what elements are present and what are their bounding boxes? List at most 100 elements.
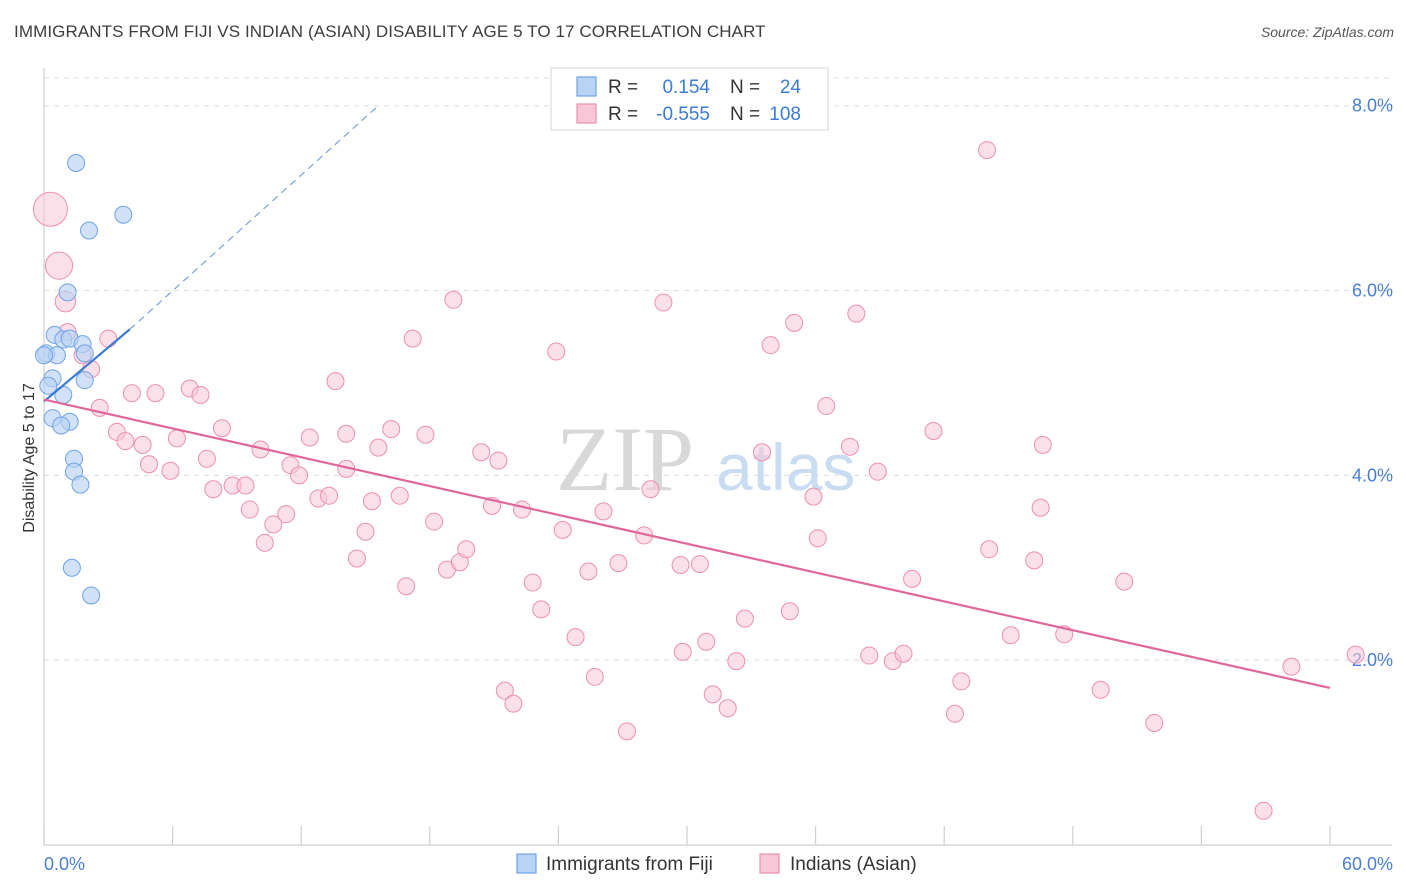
legend-n-value-indian: 108: [769, 104, 801, 125]
indian-point: [1025, 551, 1044, 570]
indian-point: [585, 667, 604, 686]
y-tick-label: 4.0%: [1352, 465, 1393, 485]
indian-point: [300, 428, 319, 447]
fiji-point: [35, 346, 53, 365]
indian-point: [167, 429, 186, 448]
indian-point: [860, 646, 879, 665]
legend-r-label-fiji: R =: [608, 77, 638, 98]
indian-point: [641, 480, 660, 499]
y-axis-label: Disability Age 5 to 17: [21, 383, 38, 533]
indian-point: [146, 384, 165, 403]
indian-point: [945, 704, 964, 723]
legend-n-value-fiji: 24: [780, 77, 802, 98]
legend-n-label-indian: N =: [730, 104, 760, 125]
indian-point: [457, 540, 476, 559]
indian-point: [523, 573, 542, 592]
indian-point: [472, 443, 491, 462]
chart-source: Source: ZipAtlas.com: [1260, 24, 1394, 40]
indian-point: [255, 533, 274, 552]
indian-point: [337, 424, 356, 443]
indian-point: [116, 432, 135, 451]
fiji-point: [39, 376, 58, 395]
indian-point: [817, 397, 836, 416]
indian-point: [697, 632, 716, 651]
indian-point: [397, 577, 416, 596]
indian-point: [1115, 572, 1134, 591]
indian-point: [808, 529, 827, 548]
fiji-point: [82, 586, 101, 605]
indian-point: [277, 505, 296, 524]
legend-r-value-fiji: 0.154: [662, 77, 710, 98]
indian-point: [161, 461, 180, 480]
indian-point: [1282, 657, 1301, 676]
fiji-trend-line: [43, 328, 131, 403]
indian-point: [403, 329, 422, 348]
indian-point: [236, 476, 255, 495]
indian-trend-line: [43, 398, 1331, 689]
watermark-atlas: atlas: [716, 430, 855, 504]
fiji-point: [80, 221, 99, 240]
indian-point: [840, 437, 859, 456]
indian-point: [847, 304, 866, 323]
indian-point: [547, 342, 566, 361]
indian-point: [1001, 626, 1020, 645]
indian-point: [868, 462, 887, 481]
indian-point: [512, 500, 531, 519]
indian-point: [727, 652, 746, 671]
watermark-zip: ZIP: [556, 408, 694, 510]
bottom-legend-swatch-fiji: [516, 853, 537, 874]
indian-point: [444, 290, 463, 309]
indian-point: [425, 512, 444, 531]
indian-point: [617, 722, 636, 741]
indian-point: [785, 313, 804, 332]
bottom-legend-label-indian: Indians (Asian): [790, 854, 917, 875]
indian-point: [504, 694, 523, 713]
fiji-point: [52, 416, 71, 435]
indian-point: [362, 492, 381, 511]
indian-point: [924, 422, 943, 441]
indian-point: [566, 628, 585, 647]
indian-point: [952, 672, 971, 691]
indian-point: [356, 522, 375, 541]
legend-n-label-fiji: N =: [730, 77, 760, 98]
indian-point: [320, 486, 339, 505]
indian-point: [347, 549, 366, 568]
indian-point: [903, 569, 922, 588]
indian-point: [240, 500, 259, 519]
bottom-legend-label-fiji: Immigrants from Fiji: [546, 854, 713, 875]
indian-point: [735, 609, 754, 628]
indian-point: [609, 554, 628, 573]
indian-point: [416, 425, 435, 444]
indian-point: [264, 515, 283, 534]
fiji-point: [58, 283, 77, 302]
x-tick-label-max: 60.0%: [1342, 854, 1393, 874]
bottom-legend-swatch-indian: [759, 853, 780, 874]
indian-points: [32, 141, 1365, 820]
indian-point: [654, 293, 673, 312]
indian-point: [99, 329, 118, 348]
indian-point: [204, 480, 223, 499]
indian-point: [44, 251, 74, 280]
grid-layer: 2.0%4.0%6.0%8.0%: [44, 77, 1393, 670]
indian-point: [1145, 714, 1164, 733]
indian-point: [673, 642, 692, 661]
indian-point: [671, 555, 690, 574]
indian-point: [553, 520, 572, 539]
indian-point: [382, 420, 401, 439]
indian-point: [140, 455, 159, 474]
indian-point: [780, 602, 799, 621]
indian-point: [390, 486, 409, 505]
chart-title: IMMIGRANTS FROM FIJI VS INDIAN (ASIAN) D…: [14, 22, 766, 41]
indian-point: [894, 644, 913, 663]
y-tick-label: 6.0%: [1352, 281, 1393, 301]
indian-point: [690, 555, 709, 574]
indian-point: [489, 451, 508, 470]
indian-point: [703, 685, 722, 704]
indian-point: [718, 699, 737, 718]
indian-point: [212, 419, 231, 438]
fiji-trend-extension: [129, 107, 377, 330]
indian-point: [594, 502, 613, 521]
indian-point: [1254, 801, 1273, 820]
series-legend: Immigrants from Fiji Indians (Asian): [516, 853, 917, 875]
indian-point: [326, 372, 345, 391]
